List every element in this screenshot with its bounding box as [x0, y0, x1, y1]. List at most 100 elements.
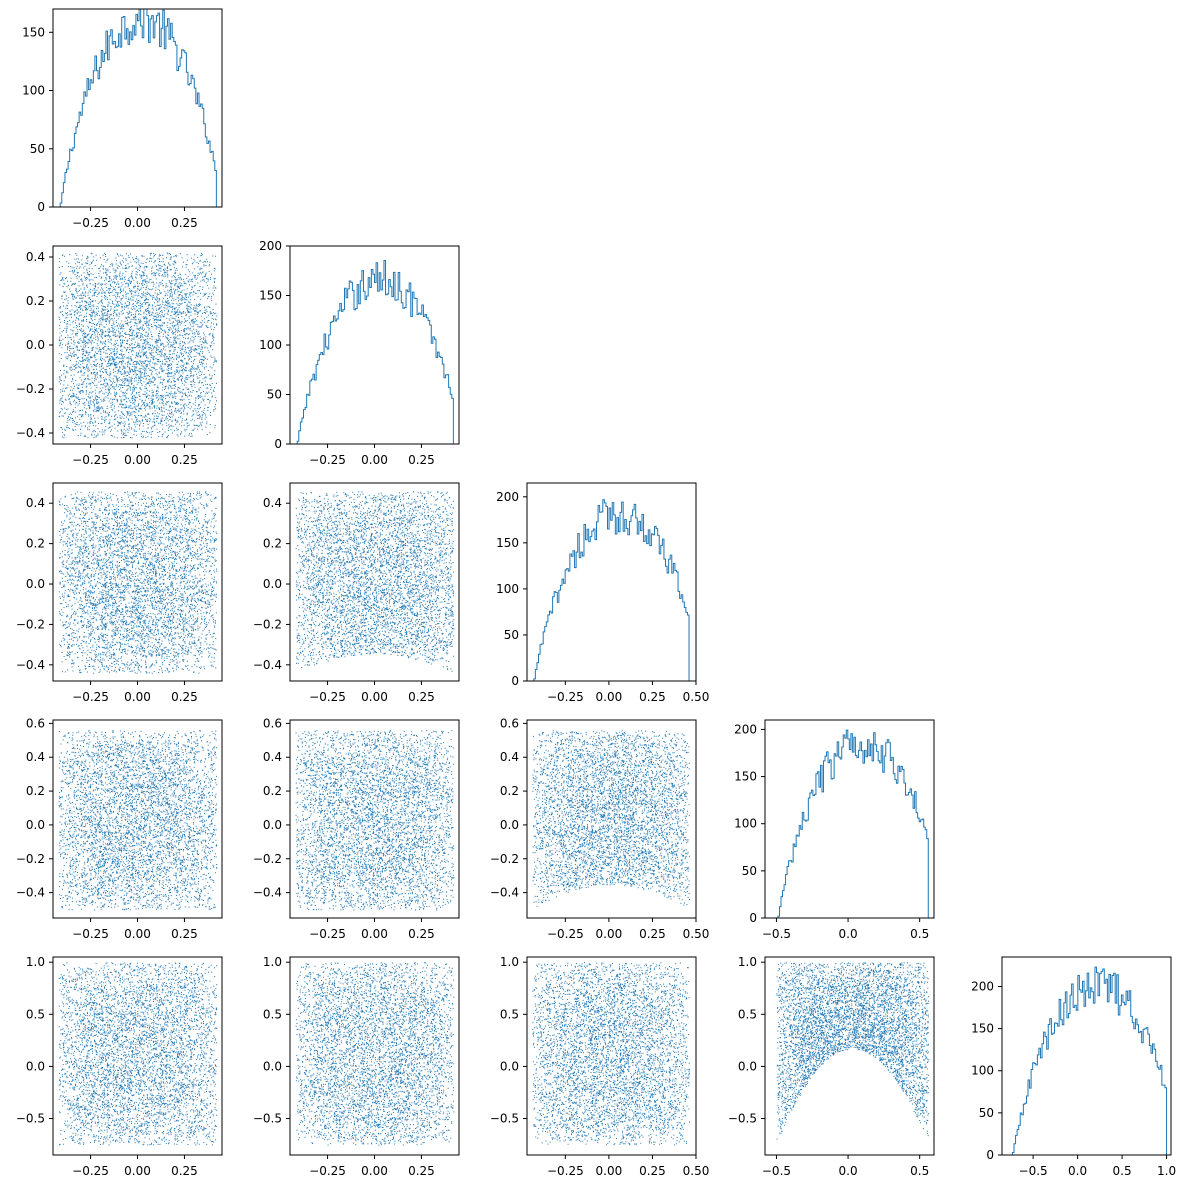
- scatter-2-0-xtick-label: 0.25: [171, 690, 198, 704]
- scatter-3-0-xtick-label: 0.25: [171, 927, 198, 941]
- panel-hist-3: −0.5 0.0 0.5 0 50 100 150 200: [734, 719, 935, 941]
- hist-4-step-line: [1010, 966, 1168, 1155]
- hist-4-xtick-label: −0.5: [1019, 1164, 1048, 1178]
- scatter-4-3-xtick-label: 0.0: [839, 1164, 858, 1178]
- scatter-4-2-ytick-label: 0.0: [500, 1059, 519, 1073]
- scatter-4-0-points: [58, 962, 218, 1146]
- hist-0-ytick-label: 0: [37, 200, 45, 214]
- hist-3-xtick-label: 0.5: [910, 927, 929, 941]
- hist-2-ytick-label: 150: [496, 536, 519, 550]
- scatter-2-1-ytick-label: 0.4: [263, 496, 282, 510]
- hist-1-step-line: [295, 260, 454, 444]
- scatter-3-2-xtick-label: 0.00: [596, 927, 623, 941]
- hist-2-frame: [526, 482, 697, 682]
- scatter-3-2-xtick-label: 0.25: [639, 927, 666, 941]
- scatter-4-0-ytick-label: 0.5: [26, 1007, 45, 1021]
- panel-hist-4: −0.5 0.0 0.5 1.0 0 50 100 150 200: [971, 956, 1176, 1178]
- scatter-3-2-ytick-label: −0.4: [490, 886, 519, 900]
- hist-1-xtick-label: 0.25: [408, 453, 435, 467]
- scatter-3-2-ytick-label: 0.4: [500, 750, 519, 764]
- hist-3-xtick-label: −0.5: [762, 927, 791, 941]
- scatter-2-0-xtick-label: −0.25: [72, 690, 109, 704]
- scatter-2-1-ytick-label: −0.2: [253, 617, 282, 631]
- hist-2-ytick-label: 100: [496, 582, 519, 596]
- scatter-4-2-xtick-label: 0.00: [596, 1164, 623, 1178]
- hist-4-ytick-label: 0: [986, 1148, 994, 1162]
- scatter-2-1-ytick-label: −0.4: [253, 658, 282, 672]
- hist-0-step-line: [58, 9, 217, 207]
- scatter-2-0-ytick-label: 0.4: [26, 496, 45, 510]
- scatter-3-0-frame: [52, 719, 223, 919]
- hist-1-ytick-label: 0: [274, 437, 282, 451]
- scatter-3-1-points: [295, 730, 455, 911]
- scatter-4-2-xtick-label: −0.25: [547, 1164, 584, 1178]
- scatter-1-0-ytick-label: 0.4: [26, 250, 45, 264]
- hist-3-step-line: [776, 729, 929, 918]
- hist-2-xtick-label: 0.50: [683, 690, 710, 704]
- hist-1-ytick-label: 150: [259, 289, 282, 303]
- panel-scatter-3-0: −0.25 0.00 0.25 −0.4 −0.2 0.0 0.2 0.4 0.6: [16, 716, 223, 941]
- scatter-1-0-xtick-label: 0.25: [171, 453, 198, 467]
- scatter-2-0-ytick-label: −0.2: [16, 617, 45, 631]
- scatter-4-1-ytick-label: 0.5: [263, 1007, 282, 1021]
- scatter-4-1-xtick-label: 0.00: [361, 1164, 388, 1178]
- scatter-4-0-ytick-label: −0.5: [16, 1112, 45, 1126]
- scatter-3-1-ytick-label: −0.2: [253, 852, 282, 866]
- hist-3-ytick-label: 200: [734, 722, 757, 736]
- scatter-3-1-ytick-label: 0.4: [263, 750, 282, 764]
- scatter-3-0-xtick-label: 0.00: [124, 927, 151, 941]
- hist-4-frame: [1001, 956, 1172, 1156]
- scatter-1-0-xtick-label: −0.25: [72, 453, 109, 467]
- scatter-4-2-points: [532, 962, 690, 1146]
- scatter-4-2-ytick-label: 1.0: [500, 955, 519, 969]
- scatter-2-1-ytick-label: 0.0: [263, 577, 282, 591]
- scatter-4-3-xtick-label: 0.5: [910, 1164, 929, 1178]
- hist-4-xtick-label: 0.0: [1068, 1164, 1087, 1178]
- scatter-3-2-ytick-label: 0.0: [500, 818, 519, 832]
- scatter-1-0-ytick-label: 0.2: [26, 294, 45, 308]
- panel-hist-2: −0.25 0.00 0.25 0.50 0 50 100 150 200: [496, 482, 710, 704]
- panel-scatter-2-1: −0.25 0.00 0.25 −0.4 −0.2 0.0 0.2 0.4: [253, 482, 460, 704]
- hist-2-ytick-label: 200: [496, 490, 519, 504]
- hist-0-ytick-label: 150: [22, 25, 45, 39]
- scatter-4-1-ytick-label: −0.5: [253, 1112, 282, 1126]
- scatter-3-1-ytick-label: 0.2: [263, 784, 282, 798]
- scatter-2-0-xtick-label: 0.00: [124, 690, 151, 704]
- hist-0-ytick-label: 100: [22, 84, 45, 98]
- hist-0-xtick-label: 0.00: [124, 216, 151, 230]
- scatter-4-0-xtick-label: −0.25: [72, 1164, 109, 1178]
- hist-3-xtick-label: 0.0: [839, 927, 858, 941]
- scatter-3-2-frame: [526, 719, 697, 919]
- scatter-4-3-xtick-label: −0.5: [762, 1164, 791, 1178]
- scatter-3-2-ytick-label: 0.2: [500, 784, 519, 798]
- scatter-3-2-ytick-label: 0.6: [500, 716, 519, 730]
- scatter-3-2-xtick-label: 0.50: [683, 927, 710, 941]
- panel-scatter-1-0: −0.25 0.00 0.25 −0.4 −0.2 0.0 0.2 0.4: [16, 245, 223, 467]
- hist-4-ytick-label: 150: [971, 1022, 994, 1036]
- scatter-2-1-xtick-label: 0.00: [361, 690, 388, 704]
- scatter-2-1-ytick-label: 0.2: [263, 537, 282, 551]
- hist-4-xtick-label: 0.5: [1113, 1164, 1132, 1178]
- scatter-4-0-xtick-label: 0.25: [171, 1164, 198, 1178]
- scatter-4-3-ytick-label: −0.5: [728, 1112, 757, 1126]
- hist-2-xtick-label: 0.25: [639, 690, 666, 704]
- scatter-4-1-points: [295, 962, 455, 1146]
- scatter-4-2-frame: [526, 956, 697, 1156]
- scatter-4-3-frame: [764, 956, 935, 1156]
- hist-3-ytick-label: 50: [742, 864, 757, 878]
- hist-0-xtick-label: −0.25: [72, 216, 109, 230]
- scatter-3-0-ytick-label: 0.4: [26, 750, 45, 764]
- panel-scatter-4-3: −0.5 0.0 0.5 −0.5 0.0 0.5 1.0: [728, 955, 935, 1178]
- panel-scatter-2-0: −0.25 0.00 0.25 −0.4 −0.2 0.0 0.2 0.4: [16, 482, 223, 704]
- scatter-4-3-ytick-label: 0.0: [738, 1059, 757, 1073]
- panel-hist-1: −0.25 0.00 0.25 0 50 100 150 200: [259, 239, 460, 467]
- scatter-2-1-points: [295, 491, 455, 672]
- scatter-2-0-ytick-label: −0.4: [16, 658, 45, 672]
- scatter-3-1-xtick-label: −0.25: [309, 927, 346, 941]
- scatter-3-2-ytick-label: −0.2: [490, 852, 519, 866]
- scatter-4-2-ytick-label: 0.5: [500, 1007, 519, 1021]
- scatter-4-3-points: [776, 962, 930, 1140]
- scatter-4-2-xtick-label: 0.50: [683, 1164, 710, 1178]
- scatter-3-0-ytick-label: 0.6: [26, 716, 45, 730]
